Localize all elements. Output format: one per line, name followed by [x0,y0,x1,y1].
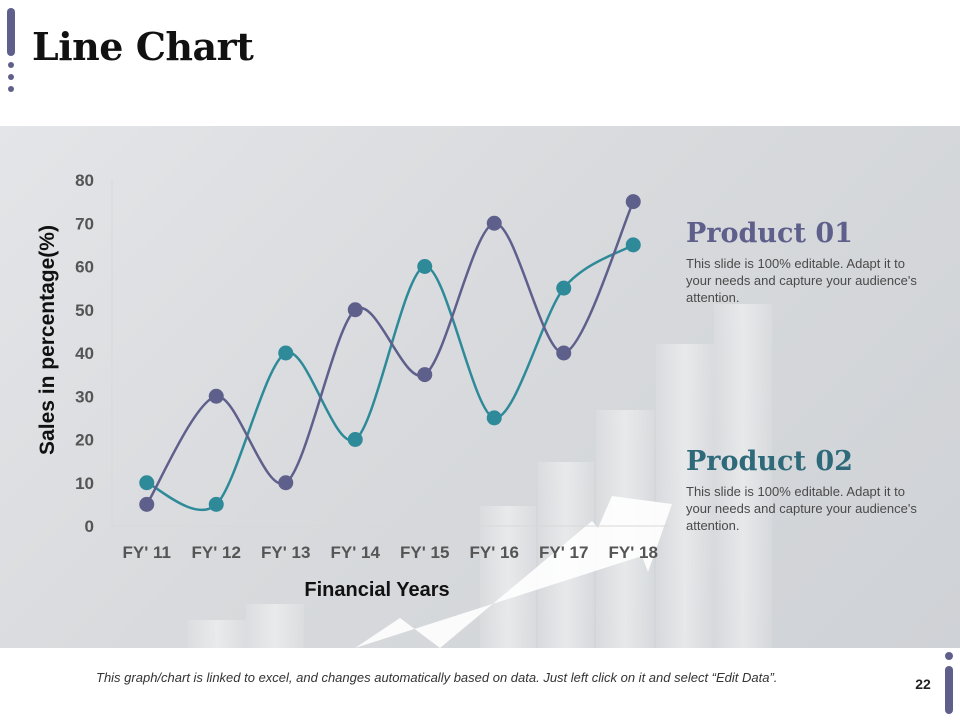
series-2-point [486,410,502,426]
product-01-title: Product 01 [686,218,853,249]
x-tick-label: FY' 17 [539,543,588,562]
y-tick-label: 80 [75,171,94,190]
y-tick-label: 30 [75,387,94,406]
y-tick-label: 60 [75,258,94,277]
x-tick-label: FY' 11 [123,543,171,562]
footer-accent-decoration [944,652,954,716]
footer-note: This graph/chart is linked to excel, and… [96,670,778,685]
series-2-point [278,345,294,361]
product-02-callout: Product 02 This slide is 100% editable. … [686,446,926,534]
series-2-point [625,237,641,253]
y-tick-labels: 0 10 20 30 40 50 60 70 80 [75,171,94,536]
series-2-point [556,280,572,296]
series-2-point [139,475,155,491]
x-tick-label: FY' 14 [331,543,381,562]
product-02-title: Product 02 [686,446,853,477]
series-2-point [208,496,224,512]
series-1-point [486,215,502,231]
series-1-point [208,388,224,404]
y-axis-title: Sales in percentage(%) [36,225,59,455]
product-02-description: This slide is 100% editable. Adapt it to… [686,484,917,533]
x-tick-label: FY' 13 [261,543,310,562]
x-tick-label: FY' 16 [470,543,519,562]
series-2-point [417,259,433,274]
y-tick-label: 50 [75,301,94,320]
background-decoration [188,304,772,648]
series-1-point [347,302,363,318]
series-1-point [278,475,294,491]
y-tick-label: 40 [75,344,94,363]
product-01-description: This slide is 100% editable. Adapt it to… [686,256,917,305]
x-tick-label: FY' 12 [192,543,241,562]
x-tick-label: FY' 18 [609,543,658,562]
series-1-point [417,367,433,383]
series-2-point [347,432,363,447]
series-line-2 [146,243,634,512]
y-tick-label: 10 [75,474,94,493]
y-tick-label: 20 [75,431,94,450]
title-accent-decoration [7,8,17,98]
series-points [139,194,641,512]
slide-footer: This graph/chart is linked to excel, and… [0,648,960,720]
product-01-callout: Product 01 This slide is 100% editable. … [686,218,926,306]
series-1-point [625,194,641,210]
chart-panel: 0 10 20 30 40 50 60 70 80 FY' 11 FY' 12 FY' 13 FY' … [0,126,960,648]
series-1-point [139,496,155,512]
y-tick-label: 70 [75,214,94,233]
x-tick-labels: FY' 11 FY' 12 FY' 13 FY' 14 FY' 15 FY' 16 FY' … [123,543,658,562]
slide-title: Line Chart [32,24,254,69]
page-number: 22 [915,676,931,692]
x-tick-label: FY' 15 [400,543,449,562]
x-axis-title: Financial Years [304,579,449,601]
series-1-point [556,345,572,361]
y-tick-label: 0 [85,517,94,536]
